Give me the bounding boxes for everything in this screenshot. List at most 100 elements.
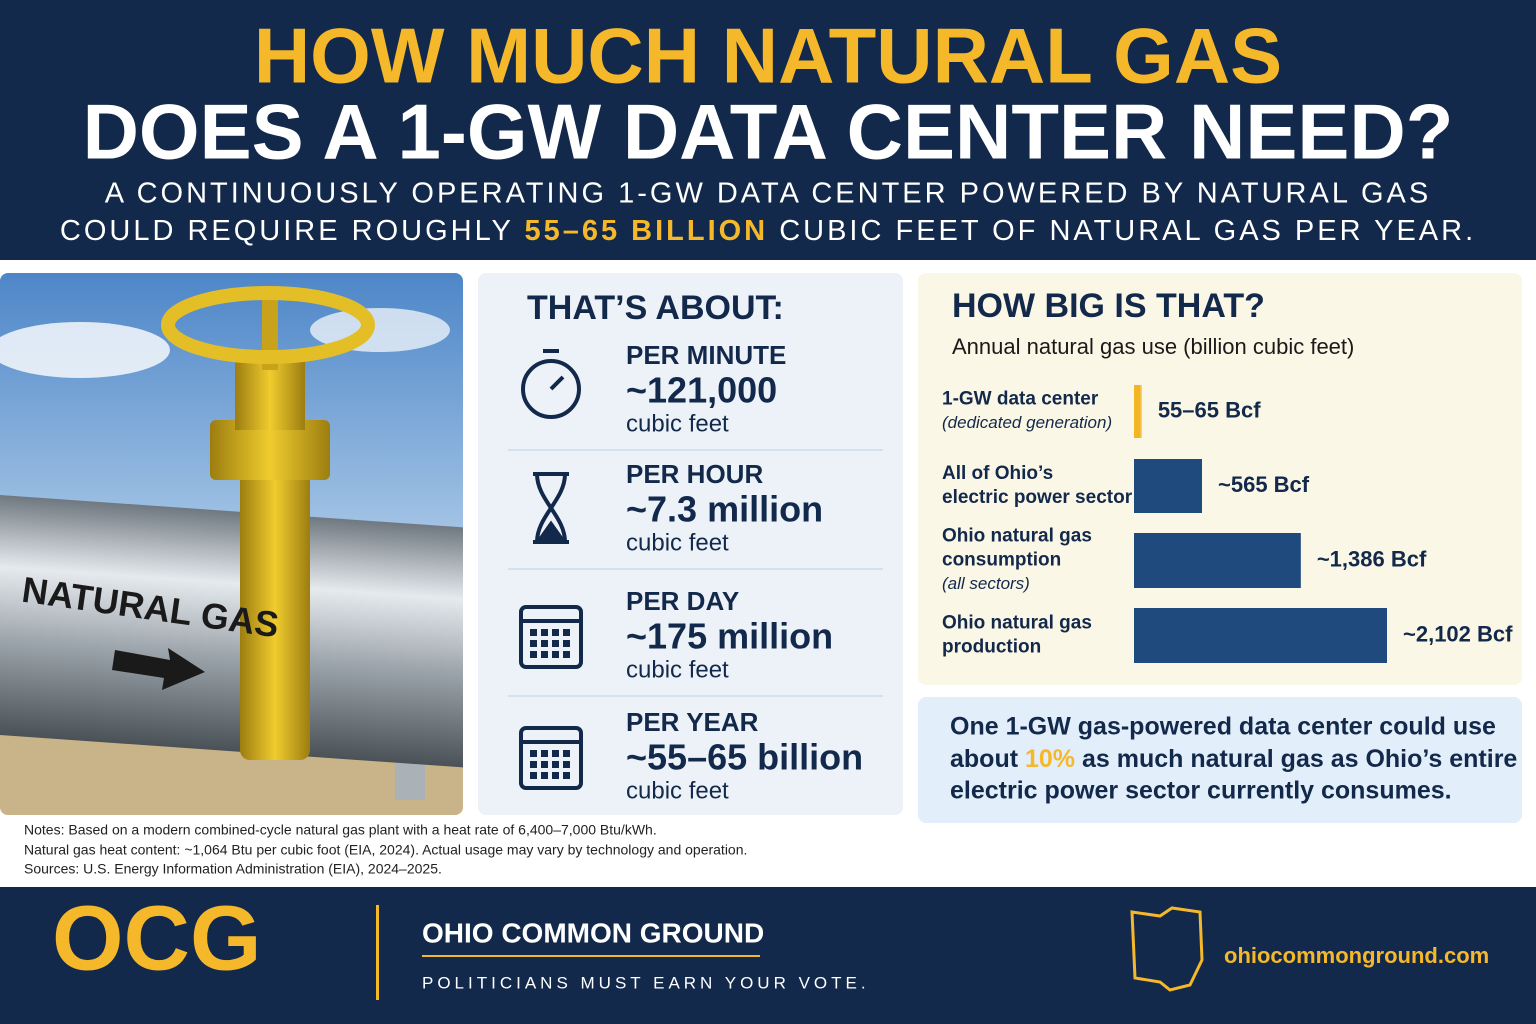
icon-part [519,605,583,669]
subtitle-line1: A CONTINUOUSLY OPERATING 1-GW DATA CENTE… [105,178,1431,210]
ohio-outline [1130,906,1204,992]
pipeline-photo: NATURAL GAS [0,273,463,815]
category-label: All of Ohio’s [942,463,1053,484]
icon-part [563,761,570,768]
category-label: electric power sector [942,487,1133,508]
bar-chart: 1-GW data center (dedicated generation) 55… [942,385,1513,663]
stat-icon [519,605,583,669]
stat-unit: cubic feet [626,656,729,683]
icon-part [549,375,565,391]
icon-part [530,761,537,768]
icon-part [552,651,559,658]
icon-part [541,629,548,636]
callout-card [918,697,1522,823]
bar [1134,385,1141,438]
category-label: Ohio natural gas [942,526,1092,547]
category-label: consumption [942,550,1061,571]
stat-unit: cubic feet [626,777,729,804]
stat-icon [521,349,581,419]
bar [1134,533,1301,588]
chart-title: HOW BIG IS THAT? [952,287,1265,325]
icon-part [530,750,537,757]
category-note: (dedicated generation) [942,413,1112,432]
footer-underline [422,955,760,957]
icon-part [541,640,548,647]
value-label: ~565 Bcf [1218,472,1310,497]
callout-line2: about 10% as much natural gas as Ohio’s … [950,745,1517,773]
footer-divider [376,905,379,1000]
icon-part [552,750,559,757]
stat-amount: ~121,000 [626,370,777,411]
icon-part [541,750,548,757]
icon-part [530,651,537,658]
callout-text: about [950,745,1019,773]
note: Notes: Based on a modern combined-cycle … [24,822,657,838]
stat-icon [519,726,583,790]
callout-line3: electric power sector currently consumes… [950,777,1452,805]
footer-name: OHIO COMMON GROUND [422,917,764,948]
stat-icon [533,472,569,544]
stat-amount: ~7.3 million [626,489,823,530]
icon-part [519,726,583,790]
stat-period: PER MINUTE [626,340,786,370]
stat-period: PER DAY [626,586,739,616]
subtitle-line2: COULD REQUIRE ROUGHLY 55–65 BILLION CUBI… [60,215,1476,247]
footer-tagline: POLITICIANS MUST EARN YOUR VOTE. [422,973,870,992]
icon-part [563,772,570,779]
icon-part [530,629,537,636]
category-note: (all sectors) [942,574,1030,593]
icon-part [563,629,570,636]
stats-title: THAT’S ABOUT: [527,289,784,327]
icon-part [563,750,570,757]
category-label: Ohio natural gas [942,613,1092,634]
stats-card [478,273,903,815]
stat-unit: cubic feet [626,410,729,437]
stat-unit: cubic feet [626,529,729,556]
bar-range [1140,385,1142,438]
subtitle-highlight: 55–65 BILLION [524,215,768,247]
bar [1134,608,1387,663]
category-label: 1-GW data center [942,389,1099,410]
bar [1134,459,1203,513]
title-line1: HOW MUCH NATURAL GAS [254,12,1282,100]
callout-text: as much natural gas as Ohio’s entire [1082,745,1517,773]
title-line2: DOES A 1-GW DATA CENTER NEED? [83,88,1454,176]
icon-part [563,651,570,658]
icon-part [541,761,548,768]
note: Natural gas heat content: ~1,064 Btu per… [24,842,747,858]
callout-highlight: 10% [1025,745,1075,773]
subtitle-text: COULD REQUIRE ROUGHLY [60,215,514,247]
header-band [0,0,1536,260]
icon-part [533,472,569,544]
stat-amount: ~175 million [626,616,833,657]
icon-part [537,520,565,540]
footer-website[interactable]: ohiocommonground.com [1224,943,1489,968]
chart-subtitle: Annual natural gas use (billion cubic fe… [952,334,1354,359]
icon-part [530,772,537,779]
icon-part [541,772,548,779]
stat-period: PER HOUR [626,459,763,489]
icon-part [552,629,559,636]
icon-part [541,651,548,658]
icon-part [552,761,559,768]
value-label: 55–65 Bcf [1158,397,1261,422]
note: Sources: U.S. Energy Information Adminis… [24,861,442,877]
icon-part [552,772,559,779]
callout-line1: One 1-GW gas-powered data center could u… [950,713,1496,741]
icon-part [521,359,581,419]
icon-part [563,640,570,647]
footer-logo: OCG [52,887,262,989]
chart-card [918,273,1522,685]
stat-amount: ~55–65 billion [626,737,863,778]
icon-part [530,640,537,647]
icon-part [552,640,559,647]
value-label: ~1,386 Bcf [1317,546,1427,571]
value-label: ~2,102 Bcf [1403,621,1513,646]
footer-band [0,887,1536,1024]
category-label: production [942,637,1041,658]
stat-period: PER YEAR [626,707,759,737]
subtitle-text: CUBIC FEET OF NATURAL GAS PER YEAR. [779,215,1476,247]
